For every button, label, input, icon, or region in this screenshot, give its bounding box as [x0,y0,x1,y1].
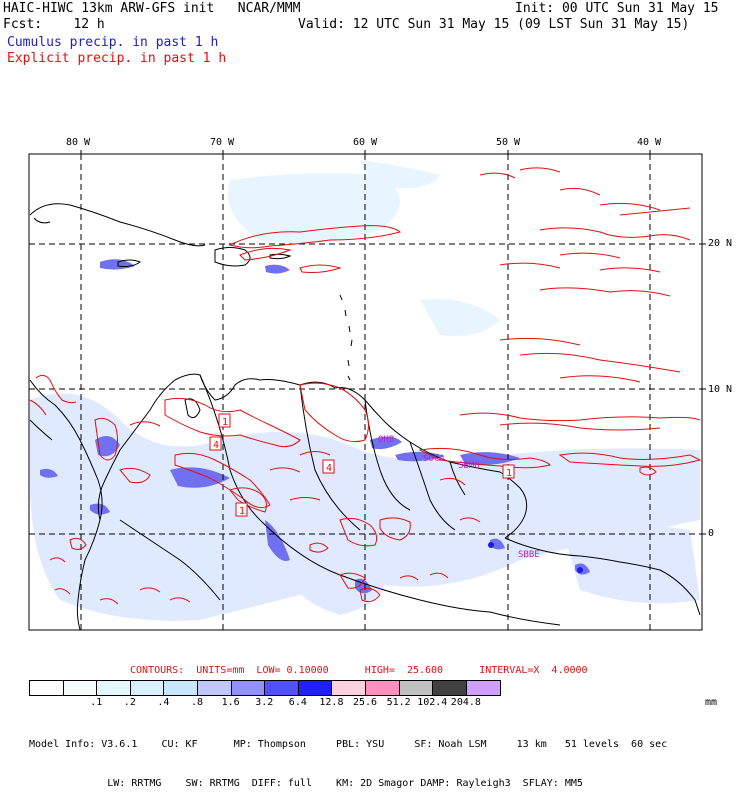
svg-text:4: 4 [326,463,332,474]
model-info: Model Info: V3.6.1 CU: KF MP: Thompson P… [29,712,667,803]
explicit-precip-contours [29,167,702,605]
colorbar-tick-label: .8 [191,697,204,708]
colorbar [29,680,502,696]
colorbar-tick-label: 204.8 [450,697,481,708]
svg-text:1: 1 [239,506,245,517]
place-label-soca: SOCA [423,454,445,464]
forecast-hour: Fcst: 12 h [3,17,105,32]
colorbar-tick-label: .1 [90,697,103,708]
colorbar-swatch [365,681,400,695]
colorbar-tick-label: 1.6 [221,697,240,708]
lon-label-60w: 60 W [353,137,378,148]
colorbar-swatch [197,681,232,695]
place-label-ohb: OHB [378,435,394,445]
station-marker: 1 [502,464,515,479]
colorbar-swatch [399,681,434,695]
colorbar-tick-label: 25.6 [353,697,378,708]
colorbar-tick-label: .2 [123,697,136,708]
title-left: HAIC-HIWC 13km ARW-GFS init NCAR/MMM [3,1,301,16]
colorbar-swatch [298,681,333,695]
colorbar-swatch [97,681,131,695]
colorbar-swatch [265,681,299,695]
contours-info: CONTOURS: UNITS=mm LOW= 0.10000 HIGH= 25… [130,665,588,676]
colorbar-swatch [433,681,467,695]
lon-label-70w: 70 W [210,137,235,148]
graticule [29,154,702,630]
colorbar-swatch [332,681,366,695]
colorbar-tick-label: 51.2 [386,697,411,708]
station-marker: 1 [235,502,248,517]
station-marker: 4 [209,436,222,451]
colorbar-swatch [466,681,501,695]
colorbar-swatch [164,681,198,695]
precip-map: OHB SBBE SBMQ SOCA 1 4 1 4 1 [28,150,706,631]
place-label-sbmq: SBMQ [458,461,480,471]
place-labels: OHB SBBE SBMQ SOCA [378,435,540,560]
colorbar-swatch [30,681,64,695]
colorbar-tick-label: 3.2 [255,697,274,708]
lon-label-80w: 80 W [66,137,91,148]
model-info-line2: LW: RRTMG SW: RRTMG DIFF: full KM: 2D Sm… [29,778,583,789]
colorbar-units: mm [705,697,718,708]
colorbar-tick-label: .4 [157,697,170,708]
lat-label-0: 0 [708,528,715,539]
colorbar-swatch [63,681,98,695]
lon-label-50w: 50 W [496,137,521,148]
colorbar-tick-label: 6.4 [288,697,307,708]
colorbar-tick-label: 12.8 [319,697,344,708]
legend-cumulus: Cumulus precip. in past 1 h [7,35,219,50]
lat-label-10n: 10 N [708,384,733,395]
place-label-sbbe: SBBE [518,550,540,560]
svg-text:1: 1 [222,417,228,428]
svg-text:1: 1 [506,468,512,479]
legend-explicit: Explicit precip. in past 1 h [7,51,227,66]
colorbar-swatch [231,681,266,695]
station-markers: 1 4 1 4 1 [209,413,515,517]
lat-label-20n: 20 N [708,238,733,249]
lon-label-40w: 40 W [637,137,662,148]
frame-ticks [80,150,706,535]
valid-time: Valid: 12 UTC Sun 31 May 15 (09 LST Sun … [298,17,690,32]
init-time: Init: 00 UTC Sun 31 May 15 [515,1,719,16]
station-marker: 4 [322,459,335,474]
station-marker: 1 [218,413,231,428]
colorbar-swatch [130,681,165,695]
colorbar-tick-label: 102.4 [417,697,448,708]
svg-text:4: 4 [213,440,219,451]
